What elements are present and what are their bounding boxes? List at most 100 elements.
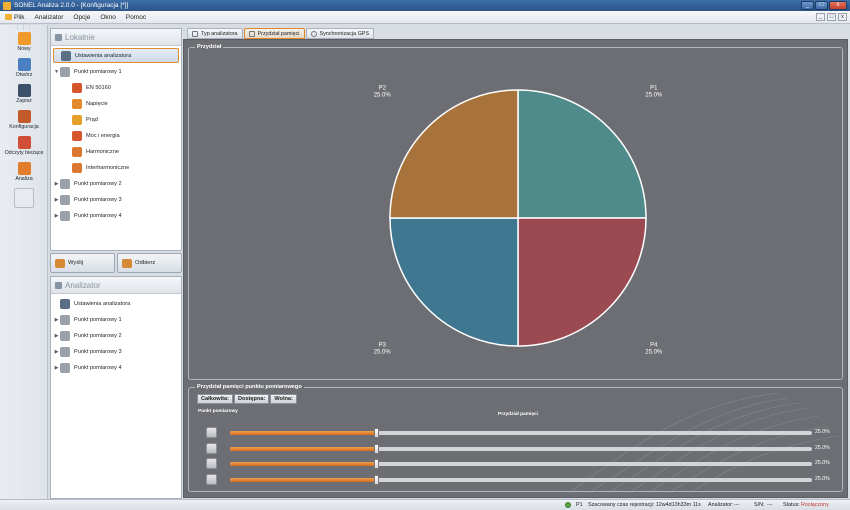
toolbar-tools-button[interactable] [0, 188, 48, 213]
measurement-point-icon [206, 427, 217, 438]
expand-arrow-icon[interactable]: ▶ [54, 180, 59, 187]
tree-item-label: Punkt pomiarowy 4 [74, 364, 122, 371]
tree-item[interactable]: Moc i energia [65, 128, 179, 143]
harmonics-icon [72, 146, 82, 157]
allocation-slider-handle[interactable] [373, 443, 379, 454]
available-memory-label: Dostępna: [233, 394, 270, 404]
mdi-close-button[interactable]: x [838, 13, 847, 21]
expand-arrow-icon[interactable]: ▼ [54, 68, 59, 75]
toolbar-analysis-button[interactable]: Analiza [0, 162, 48, 187]
mdi-restore-button[interactable]: □ [827, 13, 836, 21]
toolbar-current-readings-button[interactable]: Odczyty bieżące [0, 136, 48, 161]
tree-item[interactable]: ▶ Punkt pomiarowy 4 [53, 208, 179, 223]
mdi-controls: _ □ x [816, 13, 847, 21]
menu-help[interactable]: Pomoc [125, 13, 147, 21]
toolbar-configuration-button[interactable]: Konfiguracja [0, 110, 48, 135]
allocation-group-title: Przydział [195, 44, 224, 50]
tab-analyzer-type[interactable]: Typ analizatora [187, 28, 243, 39]
allocation-percent: 25.0% [815, 475, 830, 482]
tree-item[interactable]: Prąd [65, 112, 179, 127]
tree-item-label: Harmoniczne [86, 148, 119, 155]
measurement-point-icon [206, 473, 217, 485]
expand-arrow-icon[interactable]: ▶ [54, 364, 59, 371]
pie-value-p2: 25.0% [374, 92, 392, 98]
expand-arrow-icon[interactable]: ▶ [54, 196, 59, 203]
window-title: SONEL Analiza 2.0.0 - [Konfiguracja [*]] [14, 2, 129, 9]
free-memory-label: Wolna: [270, 394, 297, 404]
tree-item[interactable]: ▶ Punkt pomiarowy 2 [53, 176, 179, 191]
minimize-button[interactable]: _ [801, 1, 814, 10]
window-controls: _ □ x [801, 1, 847, 10]
toolbar-new-button[interactable]: Nowy [0, 32, 48, 57]
receive-button[interactable]: Odbierz [117, 253, 182, 273]
tab-gps-sync[interactable]: Synchronizacja GPS [305, 28, 374, 39]
current-icon [72, 114, 82, 125]
tree-item[interactable]: EN 50160 [65, 80, 179, 95]
local-panel-title: Lokalnie [65, 32, 95, 42]
analyzer-settings-icon [60, 298, 70, 309]
tab-memory-allocation[interactable]: Przydział pamięci [243, 28, 305, 39]
tree-item[interactable]: ▶ Punkt pomiarowy 2 [53, 328, 179, 343]
expand-arrow-icon[interactable]: ▶ [54, 348, 59, 355]
folder-icon [5, 14, 12, 20]
menu-options[interactable]: Opcje [73, 13, 91, 21]
allocation-slider-fill [230, 431, 376, 435]
expand-arrow-icon[interactable]: ▶ [54, 332, 59, 339]
toolbar-label: Zapisz [16, 98, 32, 104]
tree-item-label: Punkt pomiarowy 3 [74, 196, 122, 203]
status-estimate: Szacowany czas rejestracji: 12w4d13h33m … [588, 502, 701, 508]
expand-arrow-icon[interactable]: ▶ [54, 316, 59, 323]
tree-item[interactable]: ▼ Punkt pomiarowy 1 [53, 64, 179, 79]
tree-item[interactable]: Ustawienia analizatora [53, 48, 179, 63]
pie-label-p1: P1 [650, 85, 658, 91]
measurement-point-icon [60, 346, 70, 357]
tree-item[interactable]: Ustawienia analizatora [53, 296, 179, 311]
allocation-percent: 25.0% [815, 429, 830, 435]
config-tabs: Typ analizatora Przydział pamięci Synchr… [187, 28, 374, 39]
menu-bar: Plik Analizator Opcje Okno Pomoc _ □ x [0, 11, 850, 24]
allocation-slider-track[interactable] [230, 428, 812, 438]
tab-gps-sync-label: Synchronizacja GPS [319, 30, 369, 37]
gps-icon [310, 30, 317, 37]
interharmonics-icon [72, 162, 82, 173]
toolbar-open-button[interactable]: Otwórz [0, 58, 48, 83]
allocation-percent: 25.0% [815, 460, 830, 466]
save-icon [17, 84, 31, 97]
menu-analyzer[interactable]: Analizator [34, 13, 64, 21]
tree-item-label: Punkt pomiarowy 4 [74, 212, 122, 219]
tree-item[interactable]: ▶ Punkt pomiarowy 4 [53, 360, 179, 375]
send-button[interactable]: Wyślij [50, 253, 115, 273]
pie-slice-p3 [389, 217, 519, 347]
memory-allocation-column-header: Przydział pamięci [498, 412, 538, 417]
tree-item[interactable]: ▶ Punkt pomiarowy 1 [53, 312, 179, 327]
tree-item[interactable]: Napięcie [65, 96, 179, 111]
connection-led-icon [565, 502, 571, 508]
en50160-icon [72, 82, 82, 93]
tree-item[interactable]: Harmoniczne [65, 144, 179, 159]
analyzer-type-icon [192, 30, 198, 37]
point-allocation-title: Przydział pamięci punktu pomiarowego [195, 384, 304, 390]
allocation-slider-track[interactable] [230, 443, 812, 454]
mdi-minimize-button[interactable]: _ [816, 13, 825, 21]
allocation-slider-handle[interactable] [373, 459, 379, 469]
maximize-button[interactable]: □ [815, 1, 828, 10]
pie-slice-p2 [389, 89, 519, 219]
close-button[interactable]: x [829, 1, 847, 10]
allocation-slider-track[interactable] [230, 474, 812, 485]
toolbar-grip[interactable]: ⋮⋮⋮ [14, 25, 33, 31]
analysis-icon [17, 162, 31, 175]
allocation-slider-track[interactable] [230, 459, 812, 469]
toolbar-save-button[interactable]: Zapisz [0, 84, 48, 109]
pie-value-p4: 25.0% [645, 350, 663, 356]
measurement-point-icon [60, 66, 70, 77]
tree-item[interactable]: ▶ Punkt pomiarowy 3 [53, 344, 179, 359]
menu-window[interactable]: Okno [100, 13, 116, 21]
tree-item[interactable]: Interharmoniczne [65, 160, 179, 175]
menu-file[interactable]: Plik [0, 11, 29, 24]
tree-item[interactable]: ▶ Punkt pomiarowy 3 [53, 192, 179, 207]
allocation-slider-handle[interactable] [373, 474, 379, 485]
allocation-slider-handle[interactable] [373, 428, 379, 438]
status-sn-label: S/N: [754, 502, 765, 508]
expand-arrow-icon[interactable]: ▶ [54, 212, 59, 219]
